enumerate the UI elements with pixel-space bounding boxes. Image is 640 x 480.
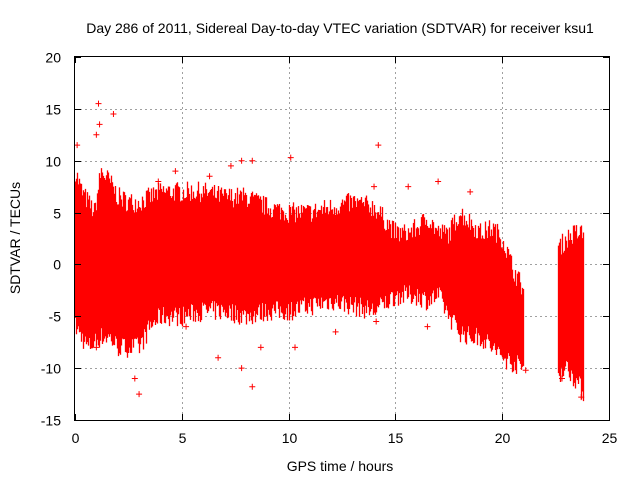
outlier-point	[292, 344, 299, 351]
x-axis-label: GPS time / hours	[287, 458, 394, 474]
sdtvar-late-band	[557, 225, 585, 402]
y-tick-label: -15	[41, 413, 61, 429]
outlier-point	[238, 365, 245, 372]
outlier-point	[95, 100, 102, 107]
x-tick-label: 25	[602, 430, 618, 446]
outlier-point	[467, 188, 474, 195]
outlier-point	[371, 183, 378, 190]
outlier-point	[332, 328, 339, 335]
outlier-point	[578, 394, 585, 401]
outlier-point	[238, 157, 245, 164]
sdtvar-main-band	[74, 168, 525, 374]
sdtvar-outliers	[74, 100, 585, 401]
axis-ticks: 0 5 10 15 20 25 -15 -10 -5 0 5 10 15 20	[41, 50, 618, 447]
plot-frame	[74, 56, 610, 421]
y-tick-label: 0	[53, 257, 61, 273]
outlier-point	[206, 173, 213, 180]
y-tick-label: 10	[45, 154, 61, 170]
x-tick-label: 0	[72, 430, 80, 446]
x-tick-label: 10	[282, 430, 298, 446]
outlier-point	[74, 142, 81, 149]
outlier-point	[215, 354, 222, 361]
outlier-point	[287, 154, 294, 161]
outlier-point	[110, 111, 117, 118]
y-tick-label: -10	[41, 361, 61, 377]
outlier-point	[136, 391, 143, 398]
outlier-point	[249, 157, 256, 164]
outlier-point	[375, 142, 382, 149]
outlier-point	[435, 178, 442, 185]
outlier-point	[522, 367, 529, 374]
chart-title: Day 286 of 2011, Sidereal Day-to-day VTE…	[86, 20, 594, 36]
outlier-point	[93, 344, 100, 351]
y-tick-label: 15	[45, 102, 61, 118]
y-tick-label: 5	[53, 206, 61, 222]
outlier-point	[227, 162, 234, 169]
outlier-point	[373, 318, 380, 325]
x-tick-label: 20	[495, 430, 511, 446]
outlier-point	[257, 344, 264, 351]
outlier-point	[183, 323, 190, 330]
y-tick-label: 20	[45, 50, 61, 66]
y-axis-label: SDTVAR / TECUs	[7, 182, 23, 294]
outlier-point	[96, 121, 103, 128]
data-series-sdtvar	[74, 100, 585, 402]
x-tick-label: 5	[179, 430, 187, 446]
outlier-point	[249, 383, 256, 390]
outlier-point	[93, 131, 100, 138]
outlier-point	[424, 323, 431, 330]
outlier-point	[405, 183, 412, 190]
outlier-point	[131, 375, 138, 382]
outlier-point	[155, 178, 162, 185]
outlier-point	[172, 168, 179, 175]
x-tick-label: 15	[388, 430, 404, 446]
y-tick-label: -5	[49, 309, 62, 325]
outlier-point	[559, 375, 566, 382]
